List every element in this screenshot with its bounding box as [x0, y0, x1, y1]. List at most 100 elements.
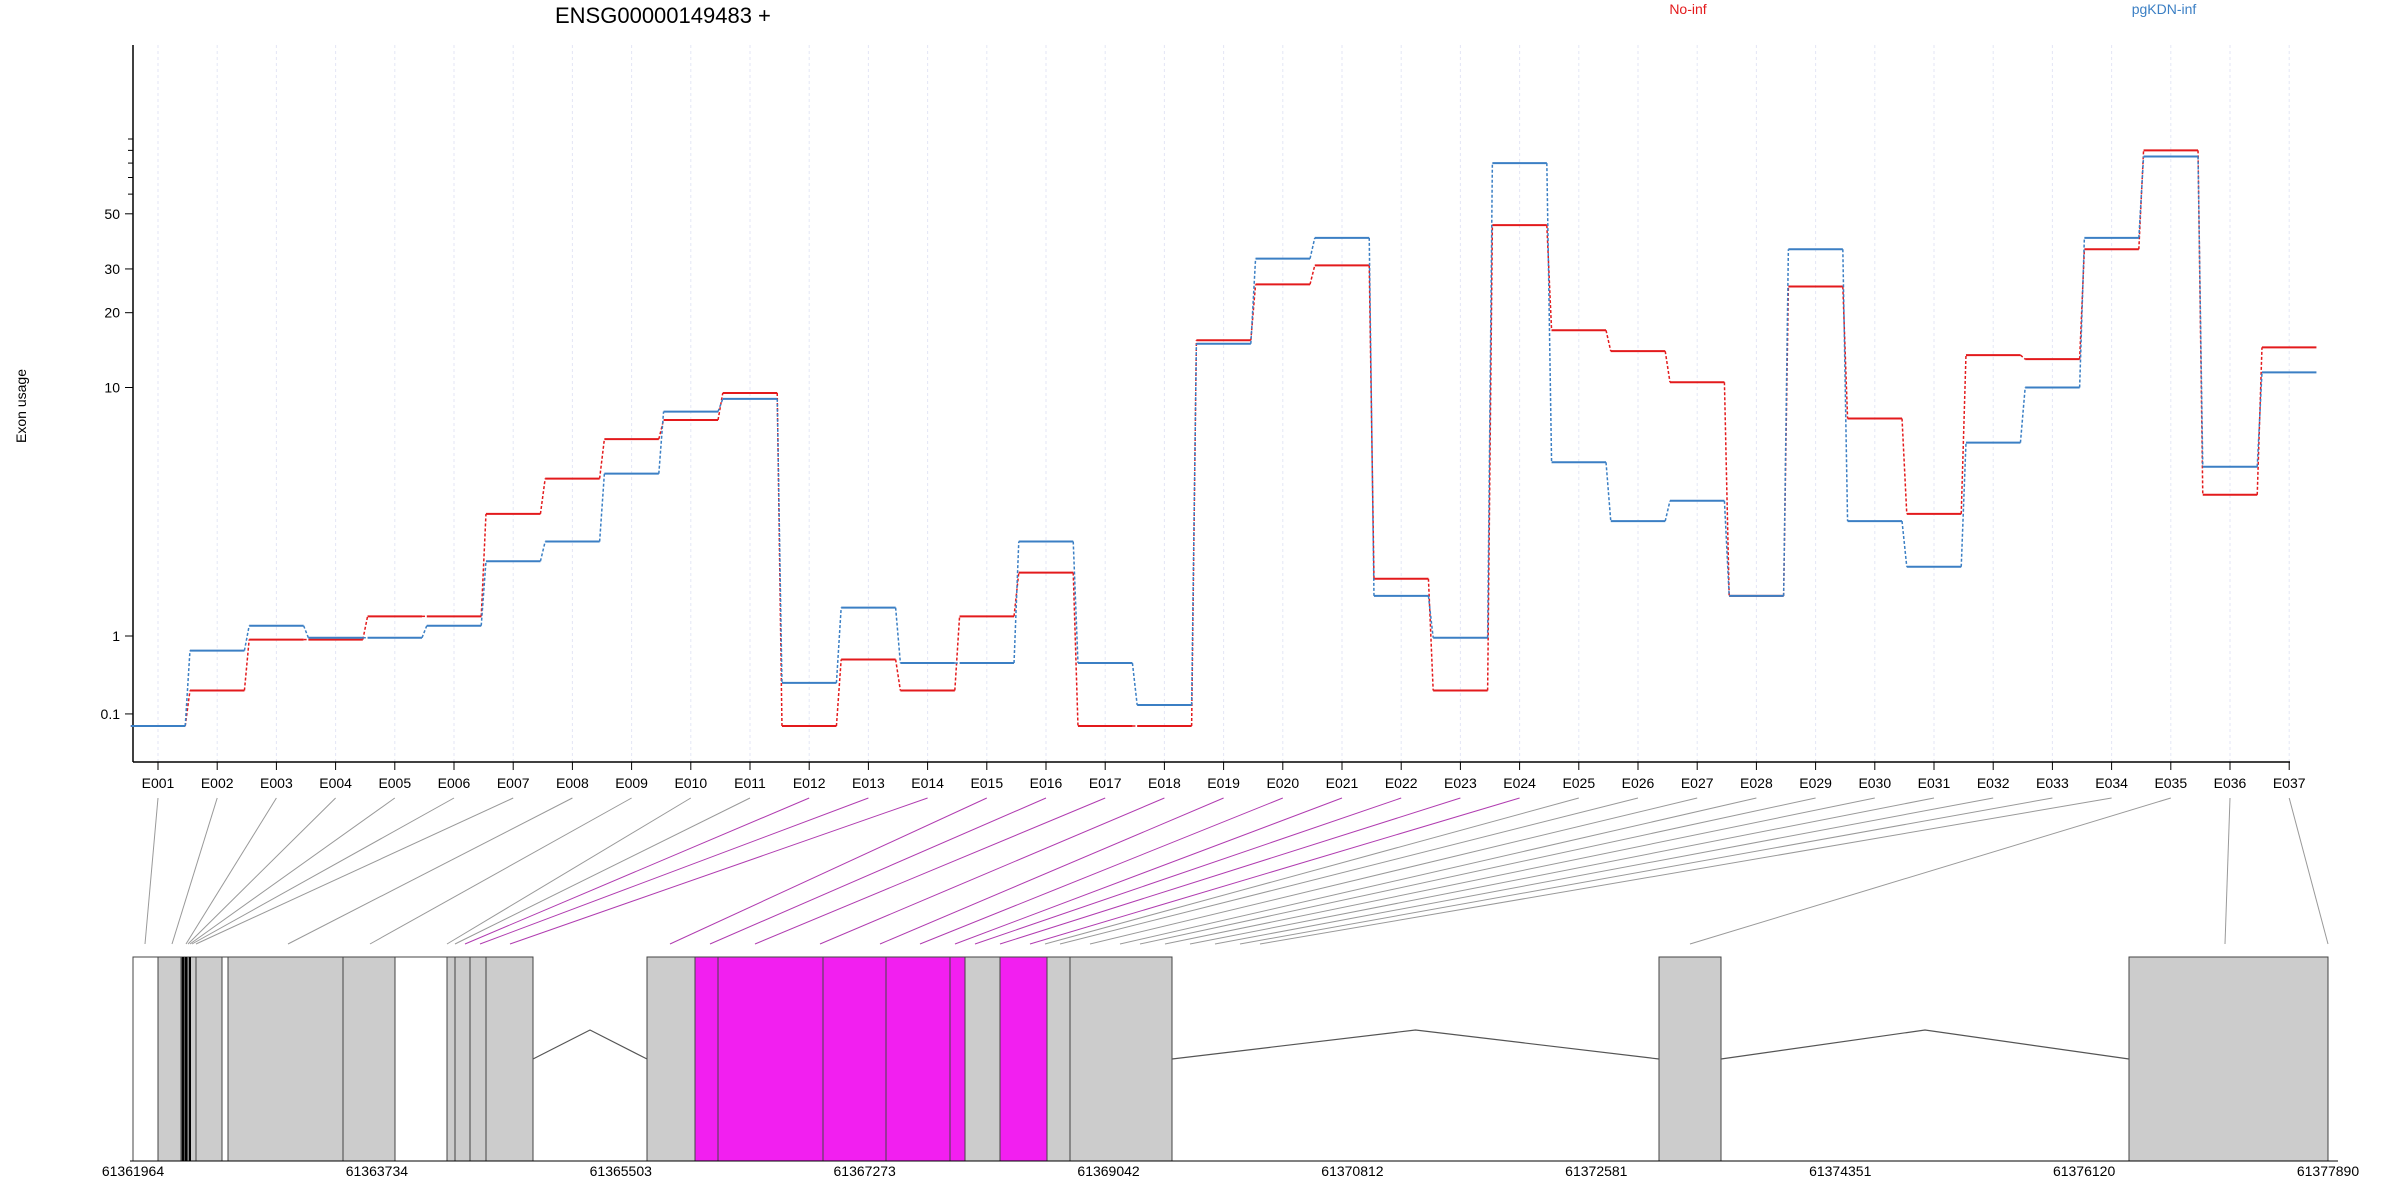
series-lines	[130, 149, 2317, 727]
series-connector	[894, 607, 902, 664]
gene-model	[132, 956, 2329, 1162]
series-connector	[1546, 225, 1553, 331]
series-connector	[835, 659, 842, 727]
x-tick-label: E004	[319, 775, 352, 791]
series-connector	[1072, 572, 1079, 727]
exon-connector	[2224, 797, 2231, 945]
series-connector	[539, 541, 546, 562]
coordinate-tick-label: 61370812	[1321, 1163, 1384, 1179]
exon-block	[221, 956, 229, 1162]
series-connector	[2138, 156, 2145, 238]
series-connector	[2019, 354, 2026, 360]
exon-connector	[464, 797, 810, 945]
series-connector	[1723, 382, 1730, 596]
exon-connector	[1239, 797, 2053, 945]
intron-line	[1171, 1029, 1660, 1060]
x-tick-label: E003	[260, 775, 293, 791]
exon-connector	[1259, 797, 2112, 945]
exon-connector	[709, 797, 1047, 945]
exon-connector	[954, 797, 1343, 945]
series-connector	[894, 659, 902, 691]
series-connector	[243, 639, 250, 691]
exon-connector	[454, 797, 751, 945]
series-connector	[1250, 258, 1257, 344]
x-tick-label: E030	[1858, 775, 1891, 791]
exon-block	[964, 956, 1001, 1162]
exon-block	[2128, 956, 2329, 1162]
coordinate-tick-label: 61365503	[590, 1163, 653, 1179]
exon-block	[454, 956, 471, 1162]
exon-connector	[1089, 797, 1698, 945]
exon-connector	[191, 797, 455, 945]
exon-connector	[819, 797, 1165, 945]
series-connector	[480, 513, 487, 617]
exon-connector	[1689, 797, 2171, 945]
series-connector	[1842, 249, 1849, 522]
exon-connector	[879, 797, 1224, 945]
series-connector	[1605, 462, 1612, 522]
y-axis-label: Exon usage	[13, 369, 29, 443]
series-connector	[2256, 372, 2263, 467]
series-connector	[835, 607, 842, 683]
series-connector	[2078, 249, 2086, 360]
exon-highlighted	[694, 956, 719, 1162]
exon-connector	[144, 797, 159, 945]
series-connector	[1190, 343, 1198, 706]
x-tick-label: E026	[1622, 775, 1655, 791]
intron-line	[1720, 1029, 2130, 1060]
exon-block	[394, 956, 448, 1162]
x-tick-label: E013	[852, 775, 885, 791]
y-tick-label: 0.1	[101, 706, 121, 722]
grid-lines	[157, 45, 2290, 762]
coordinate-tick-label: 61372581	[1565, 1163, 1628, 1179]
series-connector	[1309, 265, 1316, 285]
exon-connector	[669, 797, 988, 945]
x-tick-label: E034	[2095, 775, 2128, 791]
coordinate-tick-label: 61374351	[1809, 1163, 1872, 1179]
x-tick-label: E037	[2273, 775, 2306, 791]
exon-connector	[1059, 797, 1639, 945]
exon-connector	[1119, 797, 1757, 945]
genomic-coordinate-axis: 61361964 61363734 61365503 61367273 61369042…	[102, 1160, 2359, 1179]
exon-block	[485, 956, 534, 1162]
series-connector	[2019, 387, 2026, 443]
series-connector	[243, 625, 250, 651]
series-connector	[1782, 249, 1790, 596]
x-tick-label: E025	[1562, 775, 1595, 791]
x-tick-label: E016	[1030, 775, 1063, 791]
series-connector	[1013, 541, 1020, 664]
x-tick-label: E017	[1089, 775, 1122, 791]
series-connector	[1901, 418, 1908, 514]
exon-block	[469, 956, 487, 1162]
exon-connector	[185, 797, 277, 945]
series-connector	[1368, 265, 1375, 579]
x-tick-label: E029	[1799, 775, 1832, 791]
series-connector	[1486, 163, 1494, 638]
x-tick-label: E010	[674, 775, 707, 791]
y-ticks: 0.1 1 10 20 30 50	[101, 138, 133, 722]
exon-connector	[189, 797, 396, 945]
exon-connector	[2288, 797, 2329, 945]
exon-connector	[187, 797, 336, 945]
coordinate-tick-label: 61376120	[2053, 1163, 2116, 1179]
series-connector	[421, 625, 428, 639]
series-connector	[776, 398, 783, 683]
series-connector	[1427, 578, 1434, 691]
intron-line	[532, 1029, 648, 1060]
y-tick-label: 30	[104, 261, 120, 277]
exon-block	[446, 956, 456, 1162]
x-tick-label: E011	[734, 775, 766, 791]
exon-block	[227, 956, 344, 1162]
exon-connector	[195, 797, 514, 945]
x-tick-label: E022	[1385, 775, 1418, 791]
x-tick-label: E031	[1918, 775, 1951, 791]
series-connector	[598, 439, 606, 479]
series-connector	[1013, 572, 1020, 617]
x-tick-label: E001	[142, 775, 175, 791]
coordinate-tick-label: 61361964	[102, 1163, 165, 1179]
exon-highlighted	[999, 956, 1048, 1162]
exon-block	[646, 956, 696, 1162]
exon-connector	[479, 797, 869, 945]
x-tick-label: E005	[378, 775, 411, 791]
exon-block	[157, 956, 182, 1162]
